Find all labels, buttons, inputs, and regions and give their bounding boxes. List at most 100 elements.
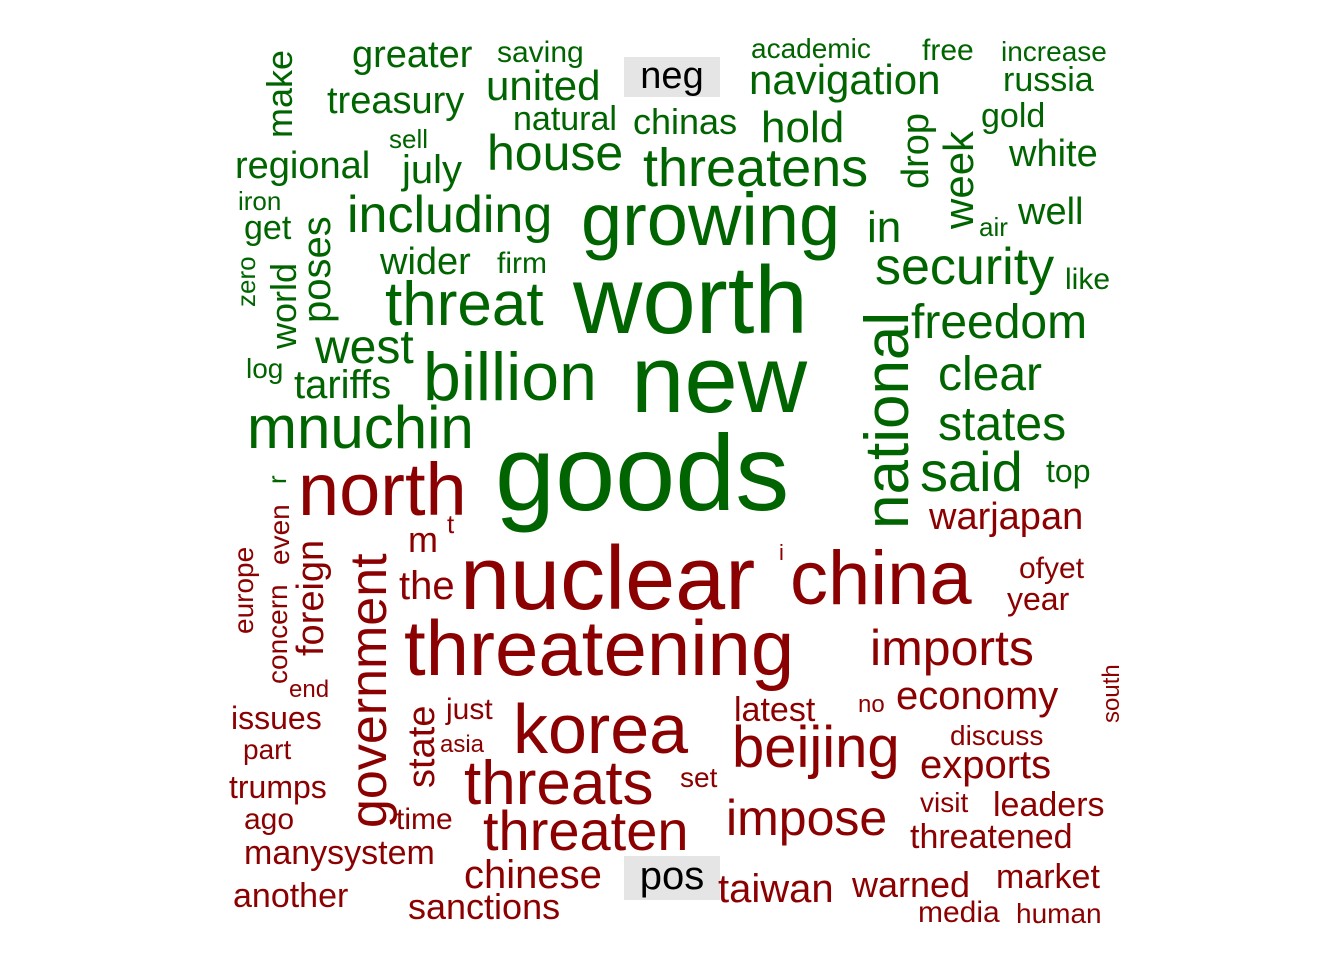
cloud-word: government [340,553,398,828]
cloud-word: foreign [290,540,332,656]
cloud-word: worth [572,247,808,354]
cloud-word: no [858,691,885,718]
cloud-word: exports [920,743,1051,787]
cloud-word: security [875,238,1054,296]
cloud-word: new [631,326,808,433]
cloud-word: warned [851,864,970,905]
cloud-word: ago [244,803,294,836]
pos-group-label: pos [640,854,705,898]
cloud-word: zero [231,256,261,307]
cloud-word: threatened [910,818,1073,856]
cloud-word: goods [495,412,789,533]
cloud-word: asia [440,731,485,758]
cloud-word: freedom [911,296,1087,349]
cloud-word: threatening [404,604,794,692]
cloud-word: states [938,398,1066,451]
cloud-word: sanctions [408,886,560,927]
cloud-word: imports [870,620,1034,676]
cloud-word: world [263,263,304,350]
cloud-word: top [1046,453,1090,489]
cloud-word: make [259,50,300,138]
cloud-word: gold [981,97,1045,135]
cloud-word: chinese [464,853,602,897]
cloud-word: poses [295,216,339,323]
cloud-word: human [1016,898,1102,929]
cloud-word: year [1007,581,1070,617]
cloud-word: united [486,62,600,109]
cloud-word: nuclear [460,529,755,629]
cloud-word: chinas [633,101,737,142]
cloud-word: hold [761,103,844,152]
cloud-word: said [920,440,1023,503]
cloud-word: treasury [327,80,464,122]
cloud-word: latest [734,691,816,729]
cloud-word: t [447,509,455,539]
cloud-word: even [264,504,295,565]
cloud-word: in [867,203,901,252]
cloud-word: market [996,858,1100,896]
cloud-word: media [918,896,1000,929]
cloud-word: wider [379,241,471,283]
pos-label-background [624,856,720,900]
cloud-word: manysystem [244,834,435,872]
cloud-word: just [445,693,493,726]
cloud-word: clear [938,348,1042,401]
cloud-word: week [935,130,982,230]
cloud-word: greater [352,34,473,76]
cloud-word: regional [235,145,370,187]
cloud-word: billion [423,339,597,415]
cloud-word: including [347,186,552,244]
cloud-word: white [1008,133,1098,175]
cloud-word: beijing [732,715,900,780]
cloud-word: r [262,475,292,484]
cloud-word: russia [1003,61,1094,99]
cloud-word: threats [464,749,654,818]
cloud-word: another [233,877,348,915]
cloud-word: drop [895,113,937,189]
neg-group-label: neg [640,55,703,97]
cloud-word: m [408,519,438,560]
cloud-word: air [979,212,1008,242]
cloud-word: i [779,540,784,565]
cloud-word: korea [513,690,688,768]
cloud-word: log [246,353,283,384]
cloud-word: ofyet [1019,552,1085,585]
cloud-word: economy [896,674,1058,718]
cloud-word: discuss [950,720,1043,751]
cloud-word: concern [262,584,293,684]
cloud-word: part [243,734,291,765]
cloud-word: get [244,209,292,247]
cloud-word: the [399,564,455,608]
cloud-word: leaders [993,786,1105,824]
cloud-word: firm [497,247,547,280]
cloud-word: increase [1001,36,1107,67]
cloud-word: issues [231,700,322,736]
cloud-word: tariffs [294,363,391,407]
cloud-word: academic [751,33,871,64]
cloud-word: threaten [483,799,689,862]
neg-label-background [624,57,720,97]
cloud-word: china [790,536,972,621]
cloud-word: like [1065,263,1110,296]
cloud-word: taiwan [718,867,834,911]
cloud-word: visit [920,787,968,818]
cloud-word: national [853,312,922,529]
cloud-word: time [396,803,453,836]
cloud-word: warjapan [928,496,1083,538]
cloud-word: europe [228,547,259,634]
cloud-word: navigation [749,56,940,103]
cloud-word: north [298,448,467,531]
cloud-word: growing [581,178,840,261]
cloud-word: house [487,125,623,181]
cloud-word: state [401,706,443,788]
cloud-word: saving [497,36,584,69]
cloud-word: trumps [229,769,327,805]
cloud-word: west [314,321,414,374]
cloud-word: set [680,762,718,793]
cloud-word: south [1098,664,1125,723]
cloud-word: sell [389,124,428,154]
cloud-word: impose [726,790,887,846]
cloud-word: threatens [643,138,868,198]
cloud-word: july [401,148,462,192]
